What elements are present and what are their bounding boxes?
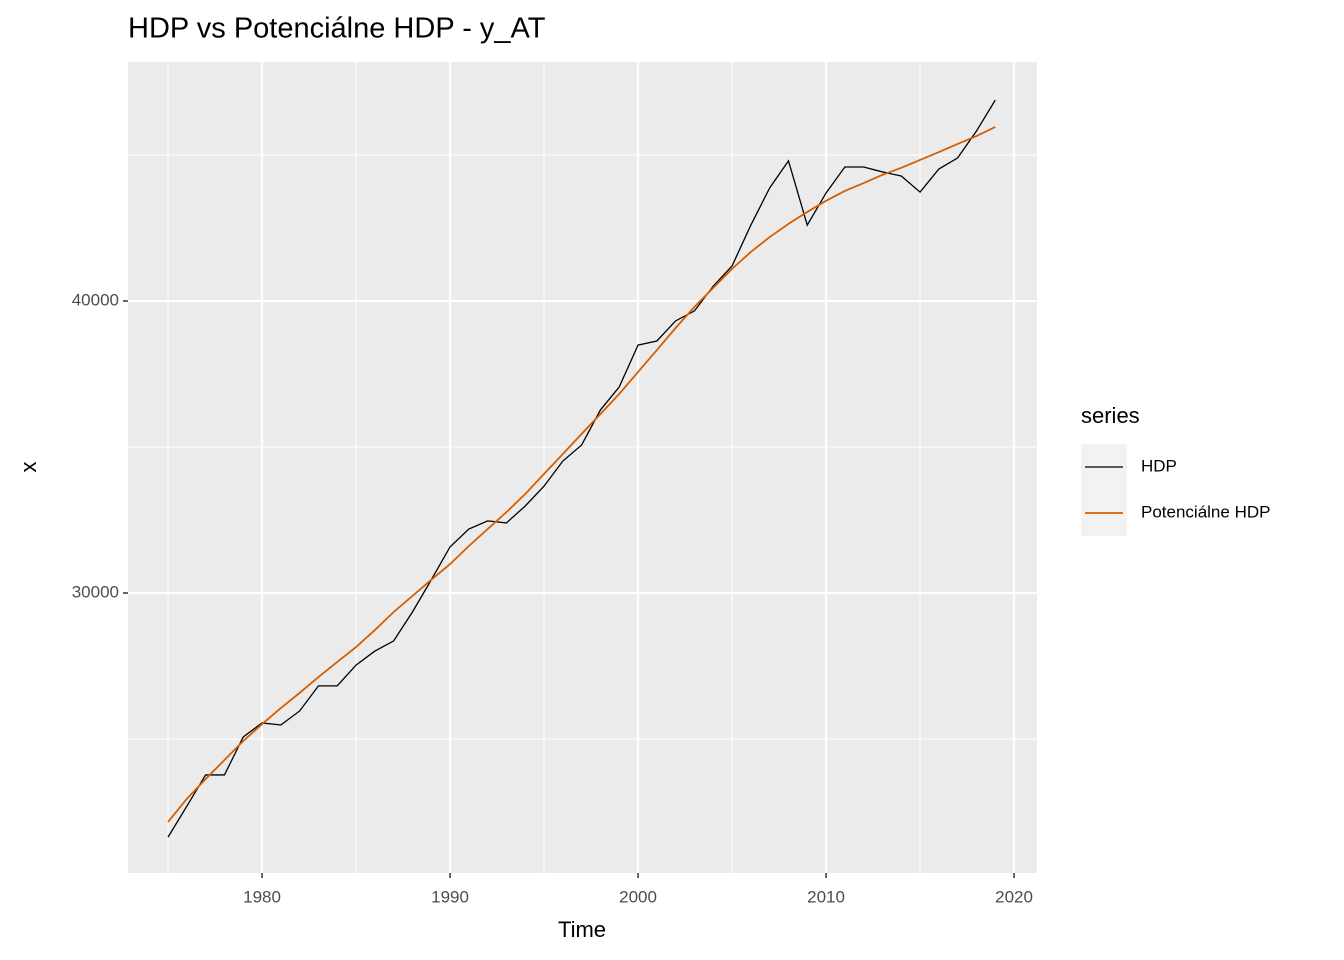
x-tick-label: 1990 [431,887,469,906]
legend-title: series [1081,403,1140,428]
x-tick-label: 2010 [807,887,845,906]
series-line [167,126,996,823]
y-axis-label: x [16,462,41,473]
x-tick-label: 1980 [243,887,281,906]
y-tick-label: 30000 [72,582,119,601]
legend-label: HDP [1141,456,1177,475]
y-tick-label: 40000 [72,290,119,309]
legend-label: Potenciálne HDP [1141,502,1270,521]
series-line [167,99,996,838]
plot-panel [128,62,1037,873]
x-axis-label: Time [558,917,606,942]
x-tick-label: 2000 [619,887,657,906]
x-tick-label: 2020 [995,887,1033,906]
chart-title: HDP vs Potenciálne HDP - y_AT [128,13,546,45]
